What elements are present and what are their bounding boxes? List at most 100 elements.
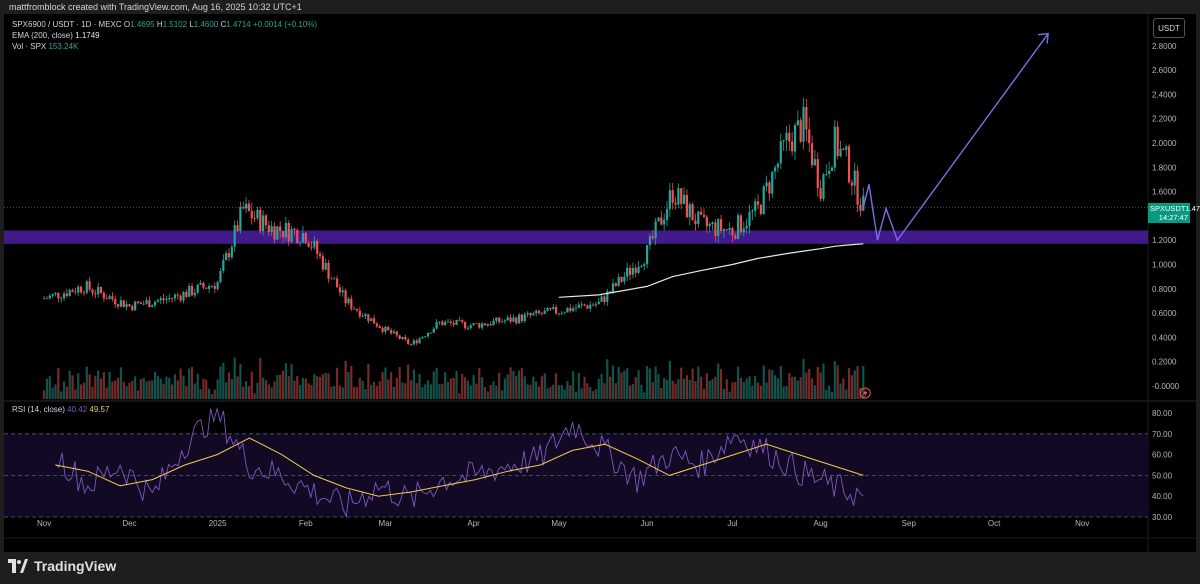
candle-body	[202, 282, 205, 288]
candle-body	[119, 300, 123, 307]
volume-bar	[392, 386, 396, 399]
candle-body	[341, 290, 344, 293]
price-tag-symbol: SPXUSDT	[1150, 204, 1186, 213]
volume-bar	[759, 386, 762, 399]
chart-svg[interactable]: 2.8000 2.6000 2.4000 2.2000 2.0000 1.8000 1.60…	[4, 14, 1196, 552]
volume-bar	[606, 359, 609, 399]
volume-bar	[529, 384, 532, 399]
volume-bar	[276, 375, 279, 399]
volume-bar	[361, 380, 364, 399]
volume-bar	[370, 384, 373, 399]
candle-body	[43, 298, 46, 300]
candle-body	[754, 201, 757, 211]
time-axis-label: Sep	[902, 519, 917, 528]
candle-body	[316, 240, 319, 254]
volume-bar	[122, 381, 125, 399]
volume-bar	[594, 389, 598, 399]
candle-body	[708, 224, 711, 227]
candle-body	[526, 313, 529, 315]
volume-bar	[572, 371, 575, 399]
candle-body	[418, 338, 421, 344]
currency-button[interactable]: USDT	[1153, 18, 1185, 38]
volume-bar	[330, 386, 333, 399]
candle-body	[74, 291, 77, 293]
tradingview-logo: TradingView	[8, 555, 116, 577]
candle-body	[665, 208, 669, 220]
candle-body	[230, 246, 233, 258]
candle-body	[253, 218, 256, 220]
candle-body	[498, 317, 501, 323]
candle-body	[765, 182, 768, 187]
candle-body	[822, 174, 825, 199]
candle-body	[543, 310, 546, 314]
volume-bar	[830, 391, 834, 399]
volume-bar	[773, 375, 777, 399]
candle-body	[529, 313, 532, 316]
volume-bar	[432, 371, 435, 399]
volume-bar	[449, 378, 452, 399]
time-axis-label: Apr	[467, 519, 480, 528]
volume-bar	[717, 363, 720, 399]
candle-body	[259, 209, 262, 232]
candle-body	[424, 336, 427, 338]
candle-body	[759, 204, 762, 214]
candle-body	[563, 312, 566, 314]
candle-body	[287, 223, 290, 242]
candle-body	[105, 298, 108, 300]
price-tick-label: 1.8000	[1152, 163, 1177, 172]
candle-body	[828, 170, 831, 175]
volume-bar	[802, 358, 805, 399]
candle-body	[466, 328, 470, 329]
volume-bar	[105, 387, 108, 399]
chart-canvas[interactable]: 2.8000 2.6000 2.4000 2.2000 2.0000 1.8000 1.60…	[4, 14, 1196, 552]
volume-bar	[481, 377, 484, 399]
volume-bar	[577, 372, 580, 399]
candle-body	[196, 284, 199, 293]
volume-bar	[444, 372, 447, 399]
candle-body	[845, 146, 848, 150]
volume-bar	[236, 376, 239, 399]
volume-bar	[583, 376, 586, 399]
candle-body	[156, 300, 159, 302]
candle-body	[640, 266, 643, 267]
candle-body	[364, 314, 367, 317]
volume-bar	[227, 372, 231, 399]
legend-rsi-ma-value: 49.57	[89, 405, 110, 414]
volume-bar	[242, 386, 245, 399]
volume-bar	[600, 373, 603, 399]
candle-body	[850, 182, 853, 186]
volume-bar	[196, 373, 199, 399]
volume-bar	[543, 373, 546, 399]
volume-bar	[498, 372, 501, 399]
candle-body	[213, 285, 216, 289]
volume-bar	[557, 385, 561, 399]
volume-bar	[259, 358, 262, 399]
candle-body	[782, 139, 785, 142]
price-tag-countdown: 14:27:47	[1158, 213, 1188, 222]
candle-body	[796, 120, 799, 126]
candle-body	[810, 143, 814, 166]
candle-body	[236, 225, 239, 232]
rsi-tick-label: 40.00	[1152, 492, 1173, 501]
legend-vol-line: Vol · SPX 153.24K	[12, 42, 78, 51]
candle-body	[233, 225, 236, 247]
candle-body	[628, 267, 632, 275]
candle-body	[711, 222, 714, 225]
volume-bar	[532, 376, 535, 399]
volume-bar	[247, 386, 251, 399]
tradingview-logo-icon	[8, 559, 28, 573]
candle-body	[808, 129, 811, 144]
volume-bar	[80, 384, 83, 399]
volume-bar	[506, 374, 509, 399]
volume-bar	[705, 373, 708, 399]
volume-bar	[77, 373, 80, 399]
volume-bar	[358, 377, 361, 399]
candle-body	[116, 304, 120, 307]
volume-bar	[586, 383, 589, 399]
legend-ema-label: EMA (200, close)	[12, 31, 73, 40]
volume-bar	[646, 366, 649, 399]
volume-bar	[546, 388, 549, 399]
volume-bar	[685, 375, 689, 399]
candle-body	[188, 285, 191, 297]
volume-bar	[68, 370, 71, 399]
